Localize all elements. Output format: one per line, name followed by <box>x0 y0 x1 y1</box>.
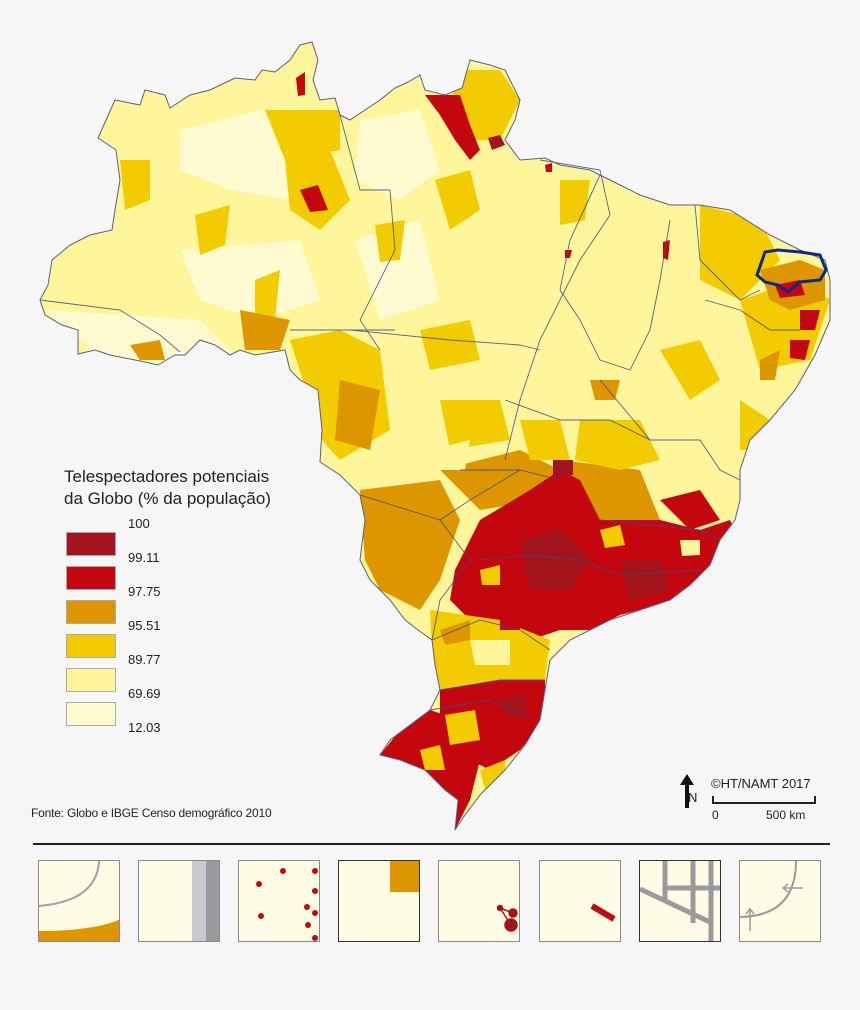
scale-end-label: 500 km <box>766 808 806 822</box>
legend-swatch-6 <box>66 702 116 726</box>
legend-tick: 89.77 <box>128 652 161 667</box>
legend-swatch-1 <box>66 532 116 556</box>
scale-bar <box>712 796 816 804</box>
legend-swatch-4 <box>66 634 116 658</box>
north-label: N <box>688 790 698 805</box>
gray-bands-inset <box>138 860 220 942</box>
legend-tick: 95.51 <box>128 618 161 633</box>
corner-square-inset <box>338 860 420 942</box>
legend-scale: 100 99.11 97.75 95.51 89.77 69.69 12.03 <box>64 516 271 756</box>
divider <box>33 843 830 845</box>
brazil-choropleth-map <box>39 41 831 831</box>
north-arrow-icon <box>680 774 694 808</box>
map-legend: Telespectadores potenciais da Globo (% d… <box>64 466 271 756</box>
legend-tick: 69.69 <box>128 686 161 701</box>
proportional-symbols-inset <box>438 860 520 942</box>
legend-swatch-5 <box>66 668 116 692</box>
scattered-dots-inset <box>238 860 320 942</box>
legend-swatch-3 <box>66 600 116 624</box>
legend-title-line1: Telespectadores potenciais <box>64 467 270 486</box>
legend-tick: 100 <box>128 516 150 531</box>
legend-title-line2: da Globo (% da população) <box>64 489 271 508</box>
scale-start-label: 0 <box>712 808 719 822</box>
curved-boundary-inset <box>38 860 120 942</box>
legend-tick: 97.75 <box>128 584 161 599</box>
flow-arrows-inset <box>739 860 821 942</box>
road-grid-inset <box>639 860 721 942</box>
legend-title: Telespectadores potenciais da Globo (% d… <box>64 466 271 510</box>
highlighted-state-outline <box>755 248 828 294</box>
red-bar-inset <box>539 860 621 942</box>
copyright: ©HT/NAMT 2017 <box>711 776 811 791</box>
legend-tick: 99.11 <box>128 550 160 565</box>
legend-tick: 12.03 <box>128 720 161 735</box>
source-note: Fonte: Globo e IBGE Censo demográfico 20… <box>31 806 272 820</box>
legend-swatch-2 <box>66 566 116 590</box>
